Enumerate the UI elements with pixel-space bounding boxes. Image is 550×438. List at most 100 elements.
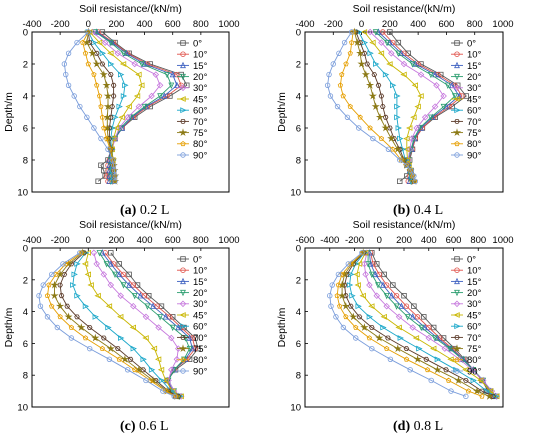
legend-label: 80° bbox=[467, 355, 482, 366]
data-point bbox=[463, 393, 469, 400]
data-point bbox=[409, 324, 416, 331]
x-tick-label: 0 bbox=[86, 235, 91, 246]
data-point bbox=[44, 292, 51, 299]
y-tick-label: 10 bbox=[17, 403, 28, 414]
data-point bbox=[86, 345, 93, 352]
data-point bbox=[451, 93, 458, 100]
x-axis-title: Soil resistance/(kN/m) bbox=[353, 3, 456, 15]
data-point bbox=[141, 103, 148, 111]
data-point bbox=[138, 82, 145, 89]
data-point bbox=[77, 103, 83, 110]
data-point bbox=[84, 114, 90, 120]
data-point bbox=[353, 324, 359, 330]
data-point bbox=[403, 157, 411, 163]
x-tick-label: -400 bbox=[22, 19, 41, 30]
legend-marker bbox=[453, 300, 461, 308]
data-point bbox=[383, 302, 390, 310]
data-point bbox=[414, 314, 421, 320]
legend-marker bbox=[178, 128, 188, 137]
data-point bbox=[119, 61, 127, 67]
data-point bbox=[479, 393, 485, 399]
data-point bbox=[410, 135, 417, 143]
legend-marker bbox=[454, 152, 460, 158]
plot-frame bbox=[31, 247, 230, 408]
data-point bbox=[395, 324, 402, 331]
data-point bbox=[195, 345, 201, 352]
data-point bbox=[133, 93, 141, 99]
data-point bbox=[353, 271, 360, 278]
x-axis-title: Soil resistance/(kN/m) bbox=[353, 219, 456, 231]
data-point bbox=[169, 70, 176, 78]
series-line bbox=[63, 31, 116, 182]
data-point bbox=[431, 335, 438, 342]
data-point bbox=[81, 260, 89, 267]
data-point bbox=[413, 124, 420, 132]
data-point bbox=[394, 114, 401, 121]
y-tick-label: 8 bbox=[296, 156, 301, 167]
data-point bbox=[130, 302, 137, 310]
data-point bbox=[120, 354, 129, 363]
data-point bbox=[353, 38, 362, 47]
data-point bbox=[357, 114, 363, 120]
data-point bbox=[397, 178, 403, 184]
panel-caption: (c) 0.6 L bbox=[120, 419, 169, 434]
data-point bbox=[409, 61, 416, 68]
legend: 0°10°15°20°30°45°60°70°75°80°90° bbox=[177, 254, 208, 377]
caption-text: 0.8 L bbox=[410, 419, 443, 434]
data-point bbox=[367, 125, 373, 131]
data-point bbox=[394, 93, 401, 99]
data-point bbox=[345, 261, 352, 267]
data-point bbox=[393, 293, 400, 299]
legend-marker bbox=[180, 277, 186, 285]
data-point bbox=[470, 377, 477, 384]
data-point bbox=[337, 82, 343, 88]
data-point bbox=[71, 271, 78, 278]
data-point bbox=[95, 178, 101, 184]
data-point bbox=[82, 335, 89, 341]
series bbox=[334, 250, 485, 399]
data-point bbox=[463, 378, 469, 383]
data-point bbox=[371, 102, 380, 111]
legend-marker bbox=[454, 289, 460, 297]
legend-marker bbox=[452, 128, 462, 137]
data-point bbox=[366, 313, 374, 320]
x-tick-label: -400 bbox=[295, 19, 314, 30]
data-point bbox=[109, 125, 116, 131]
caption-letter: (b) bbox=[393, 203, 410, 218]
data-point bbox=[479, 388, 485, 394]
x-tick-label: 0 bbox=[377, 235, 382, 246]
data-point bbox=[58, 293, 65, 299]
legend-marker bbox=[454, 141, 460, 147]
data-point bbox=[98, 103, 104, 109]
series-line bbox=[99, 252, 191, 397]
legend-label: 0° bbox=[193, 254, 202, 265]
data-point bbox=[412, 335, 420, 341]
y-tick-label: 4 bbox=[296, 307, 301, 318]
data-point bbox=[93, 260, 100, 268]
data-point bbox=[380, 104, 386, 109]
data-point bbox=[49, 303, 55, 309]
data-point bbox=[96, 93, 103, 99]
data-point bbox=[192, 345, 198, 352]
data-point bbox=[404, 314, 411, 321]
data-point bbox=[411, 82, 419, 89]
x-tick-label: 600 bbox=[446, 235, 462, 246]
legend-marker bbox=[180, 256, 186, 262]
data-point bbox=[344, 114, 351, 120]
data-point bbox=[105, 303, 113, 310]
legend-label: 45° bbox=[193, 94, 208, 105]
data-point bbox=[80, 39, 86, 45]
data-point bbox=[118, 335, 125, 341]
legend-label: 75° bbox=[467, 344, 482, 355]
data-point bbox=[368, 271, 375, 279]
data-point bbox=[388, 292, 395, 299]
data-point bbox=[137, 292, 144, 299]
series bbox=[92, 29, 175, 185]
data-point bbox=[382, 114, 389, 120]
data-point bbox=[99, 114, 105, 120]
data-point bbox=[362, 271, 369, 278]
data-point bbox=[169, 324, 176, 332]
data-point bbox=[108, 250, 114, 256]
data-point bbox=[356, 125, 362, 131]
data-point bbox=[408, 135, 416, 142]
